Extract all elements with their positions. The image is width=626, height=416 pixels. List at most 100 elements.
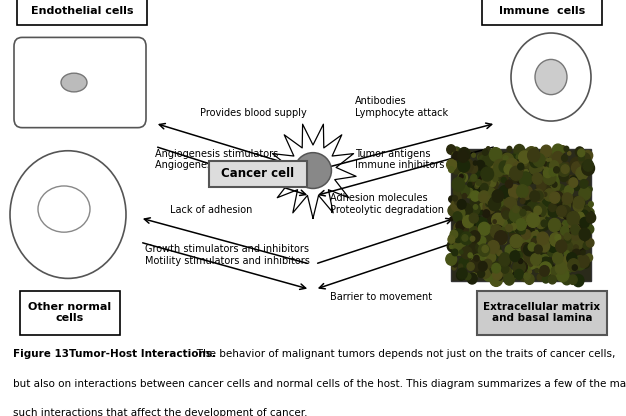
Circle shape xyxy=(578,255,589,267)
Circle shape xyxy=(530,231,540,243)
Circle shape xyxy=(470,231,480,243)
Text: Growth stimulators and inhibitors
Motility stimulators and inhibitors: Growth stimulators and inhibitors Motili… xyxy=(145,244,310,266)
Circle shape xyxy=(493,167,501,176)
Circle shape xyxy=(555,184,566,196)
Ellipse shape xyxy=(295,153,331,188)
Circle shape xyxy=(525,193,535,204)
Bar xyxy=(477,290,607,334)
Circle shape xyxy=(554,234,563,244)
Ellipse shape xyxy=(38,186,90,232)
Circle shape xyxy=(579,187,591,200)
Circle shape xyxy=(501,265,509,273)
Circle shape xyxy=(545,258,553,267)
Circle shape xyxy=(519,271,525,277)
Circle shape xyxy=(546,168,559,182)
Circle shape xyxy=(510,253,514,258)
Circle shape xyxy=(454,225,467,240)
Circle shape xyxy=(512,205,516,209)
Circle shape xyxy=(573,250,578,257)
Circle shape xyxy=(456,270,466,280)
Circle shape xyxy=(505,203,515,214)
Circle shape xyxy=(453,148,457,153)
Circle shape xyxy=(555,196,561,203)
Circle shape xyxy=(463,251,475,265)
Circle shape xyxy=(568,223,580,237)
Circle shape xyxy=(547,163,552,167)
Circle shape xyxy=(535,191,543,201)
Circle shape xyxy=(485,169,492,176)
Circle shape xyxy=(470,213,478,223)
Circle shape xyxy=(528,229,541,243)
Circle shape xyxy=(563,229,572,239)
Circle shape xyxy=(530,156,535,162)
Circle shape xyxy=(498,200,503,206)
Circle shape xyxy=(573,196,584,208)
Circle shape xyxy=(458,172,468,183)
Circle shape xyxy=(483,174,487,179)
Circle shape xyxy=(582,259,590,268)
Circle shape xyxy=(452,265,456,270)
Circle shape xyxy=(544,189,555,201)
Circle shape xyxy=(582,260,586,265)
Circle shape xyxy=(572,241,577,248)
Circle shape xyxy=(560,205,570,217)
Circle shape xyxy=(447,145,456,154)
Circle shape xyxy=(450,147,453,151)
Circle shape xyxy=(468,178,479,190)
Circle shape xyxy=(505,212,509,216)
Circle shape xyxy=(459,225,468,235)
Circle shape xyxy=(566,242,572,249)
Circle shape xyxy=(552,267,558,275)
Circle shape xyxy=(459,165,463,169)
Bar xyxy=(209,161,307,187)
Circle shape xyxy=(493,164,504,177)
Circle shape xyxy=(585,181,588,184)
Circle shape xyxy=(449,234,456,242)
Circle shape xyxy=(497,250,502,256)
Circle shape xyxy=(511,153,522,166)
Circle shape xyxy=(501,255,507,262)
Circle shape xyxy=(539,227,544,233)
Circle shape xyxy=(565,236,571,243)
Circle shape xyxy=(524,169,528,174)
Circle shape xyxy=(484,257,487,260)
Circle shape xyxy=(570,236,573,240)
Circle shape xyxy=(470,236,475,241)
Circle shape xyxy=(453,212,462,222)
Circle shape xyxy=(558,198,570,212)
Circle shape xyxy=(557,233,565,242)
Circle shape xyxy=(516,185,528,198)
Circle shape xyxy=(484,166,488,170)
Circle shape xyxy=(506,160,511,165)
Circle shape xyxy=(473,161,477,165)
Circle shape xyxy=(469,227,480,239)
Circle shape xyxy=(510,164,521,178)
Circle shape xyxy=(581,254,584,257)
Circle shape xyxy=(514,144,525,156)
Text: but also on interactions between cancer cells and normal cells of the host. This: but also on interactions between cancer … xyxy=(13,379,626,389)
Circle shape xyxy=(486,193,497,206)
Circle shape xyxy=(531,237,540,248)
Circle shape xyxy=(478,191,490,203)
Circle shape xyxy=(543,158,555,172)
Circle shape xyxy=(490,261,502,275)
Circle shape xyxy=(567,253,577,264)
Circle shape xyxy=(563,210,572,219)
Circle shape xyxy=(577,212,584,220)
Circle shape xyxy=(556,227,560,231)
Circle shape xyxy=(448,205,458,216)
Text: Cancer cell: Cancer cell xyxy=(222,167,295,181)
Circle shape xyxy=(475,166,487,178)
Circle shape xyxy=(535,59,567,94)
Circle shape xyxy=(583,151,591,158)
Circle shape xyxy=(451,199,463,211)
Text: Provides blood supply: Provides blood supply xyxy=(200,108,307,118)
Circle shape xyxy=(483,259,492,268)
Circle shape xyxy=(530,240,538,249)
Circle shape xyxy=(534,204,546,217)
Circle shape xyxy=(490,148,502,161)
Circle shape xyxy=(587,186,592,192)
Circle shape xyxy=(548,249,555,256)
Circle shape xyxy=(495,206,501,213)
Circle shape xyxy=(515,241,523,250)
